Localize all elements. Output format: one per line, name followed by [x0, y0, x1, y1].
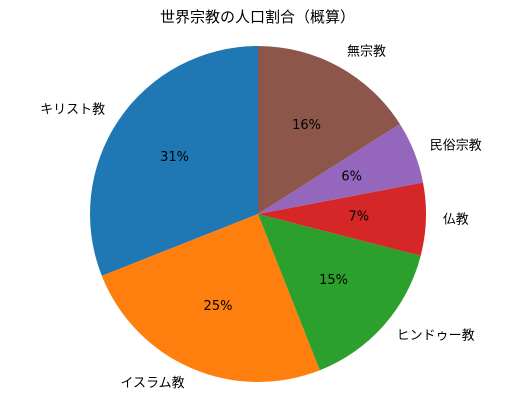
pie-slices	[90, 46, 426, 382]
slice-category-label: キリスト教	[40, 102, 105, 118]
slice-category-label: 仏教	[443, 211, 469, 227]
slice-category-label: 民俗宗教	[430, 138, 482, 154]
slice-percent-label: 31%	[160, 150, 189, 165]
slice-percent-label: 6%	[341, 169, 362, 184]
chart-title: 世界宗教の人口割合（概算）	[160, 8, 355, 26]
slice-category-label: 無宗教	[347, 44, 386, 60]
slice-category-label: ヒンドゥー教	[397, 328, 475, 344]
slice-percent-label: 7%	[348, 210, 369, 225]
slice-percent-label: 15%	[319, 273, 348, 288]
slice-percent-label: 25%	[204, 299, 233, 314]
slice-percent-label: 16%	[292, 118, 321, 133]
slice-category-label: イスラム教	[120, 375, 184, 391]
